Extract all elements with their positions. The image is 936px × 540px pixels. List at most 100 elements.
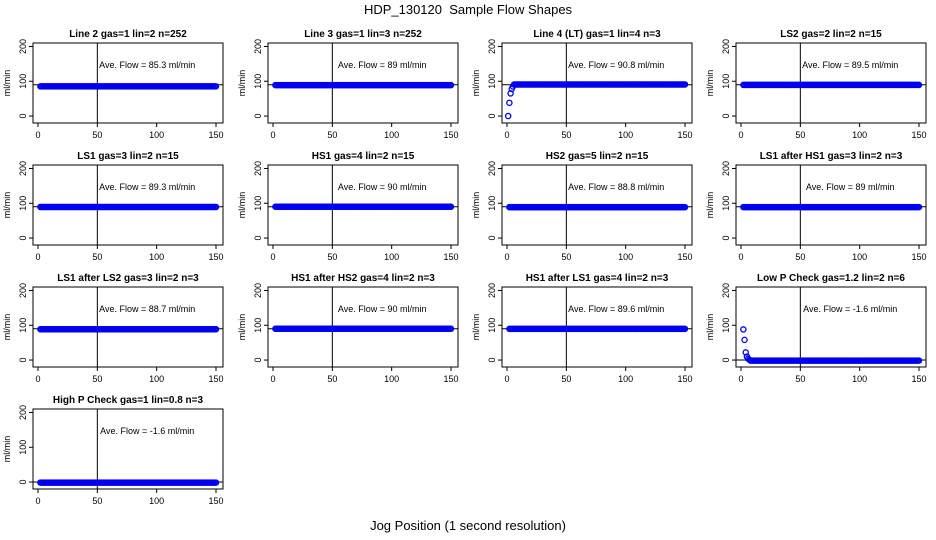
- panel-10: HS1 after HS2 gas=4 lin=2 n=3 0 100 200 ml/m…: [237, 273, 459, 384]
- average-flow-annotation: Ave. Flow = 90 ml/min: [338, 182, 427, 192]
- panel-3: Line 4 (LT) gas=1 lin=4 n=3 0 100 200 ml/min…: [471, 29, 693, 140]
- panel-7: HS2 gas=5 lin=2 n=15 0 100 200 ml/min 0 50 100 1…: [471, 151, 693, 262]
- y-tick-label: 0: [253, 236, 263, 241]
- x-tick-label: 150: [911, 130, 926, 140]
- x-tick-label: 100: [618, 374, 633, 384]
- plot-frame: [501, 164, 693, 246]
- panel-1: Line 2 gas=1 lin=2 n=252 0 100 200 ml/min 0 50…: [2, 29, 224, 140]
- x-tick-label: 150: [911, 252, 926, 262]
- panel-8: LS1 after HS1 gas=3 lin=2 n=3 0 100 200 ml/m…: [705, 151, 927, 262]
- x-tick-label: 100: [149, 374, 164, 384]
- average-flow-annotation: Ave. Flow = 90 ml/min: [338, 304, 427, 314]
- y-tick-label: 0: [253, 358, 263, 363]
- x-tick-label: 150: [911, 374, 926, 384]
- y-tick-label: 200: [18, 283, 28, 298]
- y-tick-label: 0: [487, 236, 497, 241]
- panel-13: High P Check gas=1 lin=0.8 n=3 0 100 200 ml/…: [2, 395, 224, 506]
- average-flow-annotation: Ave. Flow = 89 ml/min: [806, 182, 895, 192]
- y-tick-label: 0: [253, 114, 263, 119]
- y-tick-label: 100: [18, 74, 28, 89]
- plot-frame: [267, 286, 459, 368]
- y-axis-label: ml/min: [471, 314, 481, 341]
- data-point: [742, 349, 749, 356]
- y-tick-label: 0: [18, 236, 28, 241]
- x-tick-label: 100: [618, 130, 633, 140]
- x-tick-label: 50: [561, 252, 571, 262]
- x-tick-label: 100: [149, 130, 164, 140]
- data-point: [681, 81, 689, 88]
- y-tick-label: 200: [253, 161, 263, 176]
- y-tick-label: 0: [721, 358, 731, 363]
- x-tick-label: 100: [852, 374, 867, 384]
- average-flow-annotation: Ave. Flow = 88.7 ml/min: [99, 304, 195, 314]
- panel-title: HS1 after HS2 gas=4 lin=2 n=3: [291, 273, 435, 284]
- x-tick-label: 0: [738, 252, 743, 262]
- panel-11: HS1 after LS1 gas=4 lin=2 n=3 0 100 200 ml/m…: [471, 273, 693, 384]
- x-tick-label: 100: [384, 252, 399, 262]
- y-tick-label: 100: [18, 318, 28, 333]
- x-tick-label: 100: [149, 496, 164, 506]
- x-tick-label: 100: [852, 252, 867, 262]
- x-tick-label: 0: [270, 130, 275, 140]
- x-tick-label: 50: [92, 252, 102, 262]
- data-point: [447, 81, 455, 89]
- average-flow-annotation: Ave. Flow = 88.8 ml/min: [568, 182, 664, 192]
- data-point: [915, 203, 923, 211]
- average-flow-annotation: Ave. Flow = 90.8 ml/min: [568, 60, 664, 70]
- x-tick-label: 0: [35, 496, 40, 506]
- x-tick-label: 150: [208, 374, 223, 384]
- y-tick-label: 200: [18, 405, 28, 420]
- average-flow-annotation: Ave. Flow = 89.6 ml/min: [568, 304, 664, 314]
- y-axis-label: ml/min: [2, 314, 12, 341]
- panel-title: High P Check gas=1 lin=0.8 n=3: [53, 395, 204, 406]
- x-axis-title: Jog Position (1 second resolution): [370, 518, 566, 533]
- y-tick-label: 0: [487, 114, 497, 119]
- data-point: [447, 203, 455, 210]
- plot-frame: [32, 42, 224, 124]
- y-tick-label: 0: [18, 114, 28, 119]
- panel-title: Low P Check gas=1.2 lin=2 n=6: [757, 273, 905, 284]
- x-tick-label: 150: [443, 374, 458, 384]
- x-tick-label: 50: [561, 374, 571, 384]
- y-tick-label: 200: [18, 161, 28, 176]
- y-tick-label: 100: [253, 74, 263, 89]
- data-point: [681, 203, 689, 211]
- panel-title: HS1 after LS1 gas=4 lin=2 n=3: [526, 273, 669, 284]
- average-flow-annotation: Ave. Flow = -1.6 ml/min: [100, 426, 194, 436]
- plot-frame: [267, 42, 459, 124]
- panel-title: LS2 gas=2 lin=2 n=15: [780, 29, 882, 40]
- x-tick-label: 0: [504, 252, 509, 262]
- panel-4: LS2 gas=2 lin=2 n=15 0 100 200 ml/min 0 50 100 1…: [705, 29, 927, 140]
- data-point: [681, 325, 689, 333]
- y-axis-label: ml/min: [2, 70, 12, 97]
- data-point: [447, 325, 455, 332]
- x-tick-label: 0: [738, 130, 743, 140]
- x-tick-label: 0: [35, 252, 40, 262]
- y-axis-label: ml/min: [237, 70, 247, 97]
- average-flow-annotation: Ave. Flow = 89 ml/min: [338, 60, 427, 70]
- x-tick-label: 50: [92, 496, 102, 506]
- x-tick-label: 0: [35, 130, 40, 140]
- panel-12: Low P Check gas=1.2 lin=2 n=6 0 100 200 ml/m…: [705, 273, 927, 384]
- x-tick-label: 50: [327, 374, 337, 384]
- y-tick-label: 200: [721, 283, 731, 298]
- y-tick-label: 100: [487, 318, 497, 333]
- data-point: [506, 99, 513, 107]
- y-axis-label: ml/min: [705, 314, 715, 341]
- y-tick-label: 0: [721, 236, 731, 241]
- x-tick-label: 150: [208, 252, 223, 262]
- data-point: [212, 325, 220, 333]
- x-tick-label: 0: [270, 252, 275, 262]
- x-tick-label: 0: [35, 374, 40, 384]
- y-tick-label: 200: [721, 39, 731, 54]
- data-point: [915, 357, 923, 364]
- y-tick-label: 200: [721, 161, 731, 176]
- average-flow-annotation: Ave. Flow = 89.5 ml/min: [802, 60, 898, 70]
- panel-title: Line 4 (LT) gas=1 lin=4 n=3: [533, 29, 661, 40]
- panel-title: LS1 after LS2 gas=3 lin=2 n=3: [57, 273, 199, 284]
- page-title: HDP_130120 Sample Flow Shapes: [363, 2, 573, 17]
- x-tick-label: 50: [327, 130, 337, 140]
- y-tick-label: 0: [721, 114, 731, 119]
- y-tick-label: 100: [721, 196, 731, 211]
